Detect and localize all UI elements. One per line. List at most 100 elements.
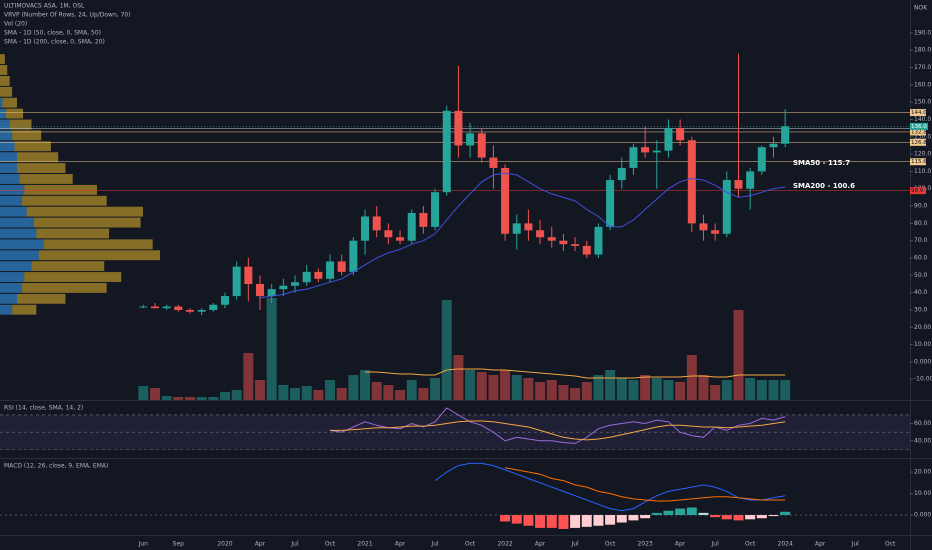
indicator-label: MACD (12, 26, close, 9, EMA, EMA) — [4, 463, 108, 470]
last-price-label: 136.0 — [911, 124, 927, 130]
volume-bar — [558, 385, 569, 400]
candle-body — [676, 128, 685, 141]
indicator-label: VRVP (Number Of Rows, 24, Up/Down, 70) — [4, 12, 131, 19]
volume-bar — [511, 375, 522, 400]
volume-bar — [581, 382, 592, 400]
x-tick-label: 2020 — [217, 541, 232, 548]
y-tick-label: 20.00 — [914, 469, 931, 476]
volume-bar — [675, 382, 686, 400]
candle-body — [757, 147, 766, 172]
x-tick-label: Oct — [885, 541, 896, 548]
profile-up — [0, 184, 25, 195]
macd-histogram — [698, 512, 709, 516]
profile-up — [0, 206, 27, 217]
x-tick-label: Jul — [711, 541, 720, 548]
candle-body — [302, 271, 311, 283]
level-label: 98.9 — [911, 188, 924, 194]
last-price-tag — [910, 122, 928, 130]
volume-bar — [196, 397, 207, 400]
volume-bar — [290, 388, 301, 400]
y-tick-label: 180.0 — [914, 47, 931, 54]
x-tick-label: Apr — [815, 541, 826, 548]
profile-up — [0, 195, 22, 206]
rsi-line — [330, 420, 786, 441]
x-tick-label: 2024 — [778, 541, 793, 548]
x-tick-label: Jul — [570, 541, 579, 548]
x-tick-label: 2022 — [497, 541, 512, 548]
profile-down — [12, 304, 37, 315]
indicator-label: RSI (14, close, SMA, 14, 2) — [4, 405, 83, 412]
volume-bar — [616, 378, 627, 400]
macd-histogram — [710, 515, 721, 518]
volume-bar — [523, 378, 534, 400]
profile-down — [0, 75, 10, 86]
volume-bar — [441, 300, 452, 400]
candle-body — [407, 212, 416, 241]
candle-body — [536, 230, 545, 238]
profile-down — [36, 228, 110, 239]
level-tag — [910, 128, 926, 136]
y-tick-label: 120.0 — [914, 151, 931, 158]
macd-histogram — [780, 511, 791, 516]
candle-body — [629, 147, 638, 168]
candle-body — [501, 167, 510, 234]
profile-up — [0, 228, 37, 239]
volume-bar — [651, 378, 662, 400]
candle-body — [139, 306, 148, 308]
y-tick-label: 10.00 — [914, 490, 931, 497]
volume-bar — [756, 380, 767, 400]
candle-body — [337, 261, 346, 272]
candle-body — [722, 180, 731, 234]
annotation: SMA200 - 100.6 — [793, 182, 855, 190]
y-tick-label: 40.0 — [914, 289, 928, 296]
profile-down — [21, 282, 107, 293]
macd-histogram — [535, 515, 546, 528]
volume-ma-line — [365, 368, 786, 379]
macd-histogram — [500, 515, 511, 522]
level-label: 126.8 — [911, 140, 927, 146]
volume-bar — [570, 388, 581, 400]
volume-bar — [255, 380, 266, 400]
volume-bar — [546, 380, 557, 400]
volume-bar — [640, 375, 651, 400]
y-tick-label: 40.00 — [914, 437, 931, 444]
macd-histogram — [523, 515, 534, 526]
profile-down — [31, 261, 105, 272]
candle-body — [454, 110, 463, 146]
volume-bar — [453, 355, 464, 400]
volume-bar — [149, 388, 160, 400]
candle-body — [524, 223, 533, 231]
candle-body — [652, 150, 661, 153]
indicator-label: Vol (20) — [4, 21, 27, 28]
macd-histogram — [570, 515, 581, 528]
macd-histogram — [651, 512, 662, 516]
volume-bar — [231, 390, 242, 400]
profile-up — [0, 119, 10, 130]
candle-body — [150, 306, 159, 309]
volume-bar — [663, 380, 674, 400]
volume-bar — [301, 386, 312, 400]
profile-up — [0, 261, 32, 272]
x-tick-label: Apr — [675, 541, 686, 548]
profile-down — [12, 130, 42, 141]
y-tick-label: 50.0 — [914, 272, 928, 279]
y-tick-label: 30.0 — [914, 306, 928, 313]
macd-histogram — [558, 515, 569, 529]
y-tick-label: 170.0 — [914, 64, 931, 71]
volume-bar — [593, 375, 604, 400]
profile-up — [0, 174, 20, 184]
profile-up — [0, 130, 13, 141]
volume-bar — [686, 355, 697, 400]
x-tick-label: Oct — [465, 541, 476, 548]
x-tick-label: Oct — [325, 541, 336, 548]
volume-bar — [465, 370, 476, 400]
candle-body — [396, 237, 405, 241]
volume-bar — [768, 380, 779, 400]
x-tick-label: Jul — [290, 541, 299, 548]
volume-bar — [278, 385, 289, 400]
volume-bar — [220, 392, 230, 400]
y-tick-label: 90.0 — [914, 203, 928, 210]
profile-down — [16, 293, 66, 304]
profile-down — [0, 86, 13, 97]
